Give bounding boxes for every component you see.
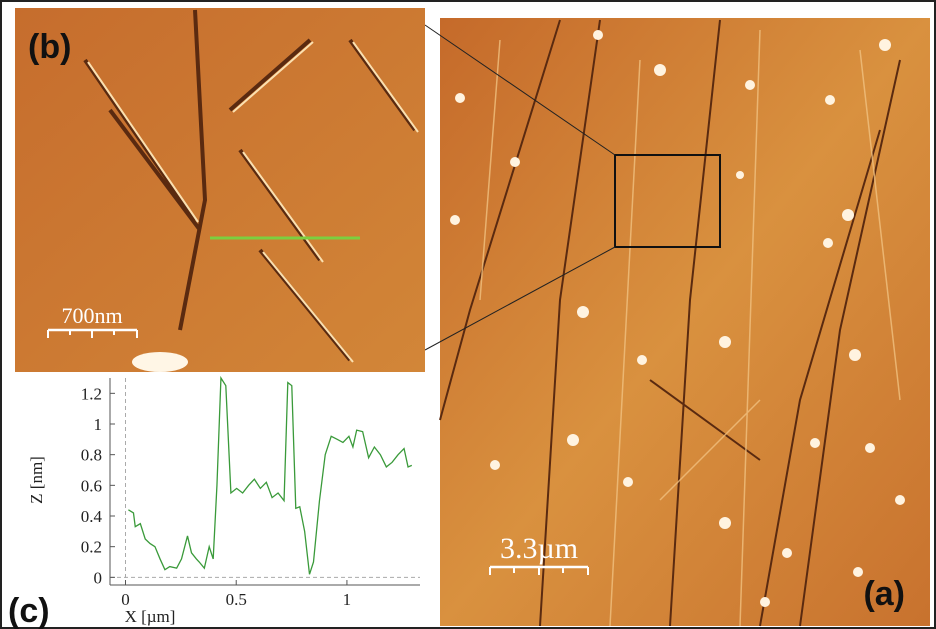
x-tick-label: 0 [121,590,130,609]
y-tick-label: 0.6 [81,476,102,495]
x-tick-label: 0.5 [226,590,247,609]
y-tick-label: 1 [94,415,103,434]
y-tick-label: 0.8 [81,446,102,465]
scale-label-b: 700nm [61,303,122,328]
x-axis-title: X [µm] [125,607,176,626]
y-axis-title: Z [nm] [27,456,46,504]
panel-label-c: (c) [8,592,50,629]
afm-image-b: 700nm (b) [15,8,425,372]
afm-image-a: 3.3µm (a) [440,18,930,626]
y-tick-label: 0.4 [81,507,103,526]
y-tick-label: 1.2 [81,384,102,403]
panel-label-b: (b) [28,28,71,66]
x-tick-label: 1 [343,590,352,609]
figure: 3.3µm (a) 700nm (b) (c) X [µm] Z [nm] 00… [0,0,936,629]
y-tick-label: 0 [94,568,103,587]
y-tick-label: 0.2 [81,538,102,557]
scale-label-a: 3.3µm [500,532,578,565]
panel-label-a: (a) [863,575,905,613]
